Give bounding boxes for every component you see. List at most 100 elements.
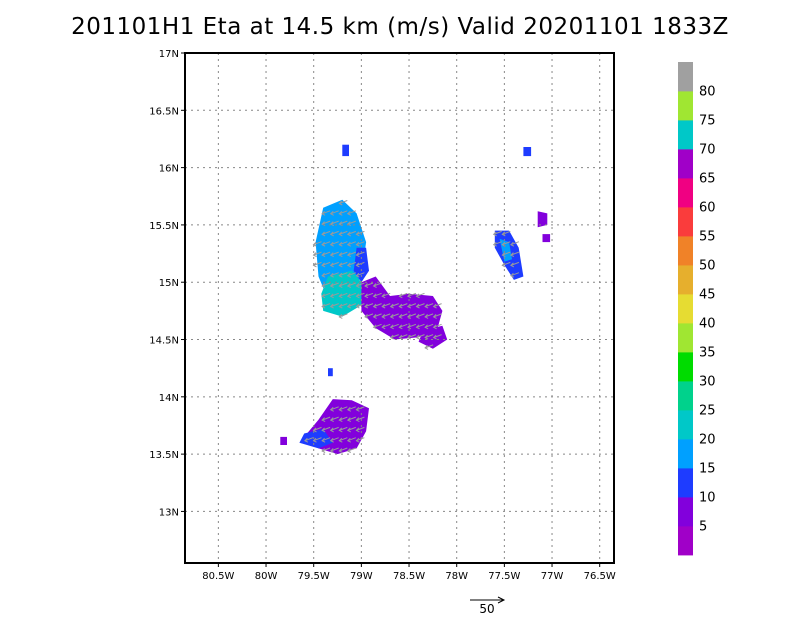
wind-vector-head	[381, 303, 386, 309]
wind-vectors	[304, 200, 520, 453]
wind-vector	[339, 313, 348, 318]
colorbar-swatch	[678, 178, 693, 208]
wind-vector-head	[432, 314, 437, 319]
wind-vector	[416, 313, 425, 318]
wind-vector	[356, 241, 365, 246]
wind-vector-head	[398, 334, 403, 340]
wind-vector-head	[329, 252, 334, 258]
wind-vector	[373, 323, 382, 328]
wind-vector	[356, 230, 365, 235]
wind-vector	[373, 313, 382, 318]
x-tick-label: 79.5W	[298, 571, 330, 582]
wind-vector-head	[321, 231, 326, 237]
colorbar-swatch	[678, 468, 693, 498]
colorbar-label: 5	[699, 520, 707, 535]
wind-vector-head	[321, 252, 326, 258]
wind-vector-head	[407, 314, 412, 319]
x-tick-label: 78.5W	[393, 571, 425, 582]
wind-vector	[347, 251, 356, 256]
wind-vector	[382, 292, 391, 297]
wind-vector-head	[321, 427, 326, 433]
wind-vector	[416, 323, 425, 328]
wind-vector	[416, 334, 425, 339]
wind-vector	[364, 303, 374, 308]
wind-vector-head	[329, 293, 334, 299]
wind-vector-head	[338, 314, 343, 319]
wind-vector	[424, 313, 434, 318]
wind-vector	[390, 303, 399, 308]
wind-vector	[364, 313, 374, 318]
wind-vector-head	[338, 406, 343, 412]
wind-vector-head	[329, 283, 334, 288]
colorbar-swatch	[678, 439, 693, 469]
wind-vector	[330, 210, 339, 215]
x-tick-label: 79W	[350, 571, 373, 582]
wind-vector-head	[346, 252, 352, 258]
wind-vector	[321, 272, 331, 277]
echo-north-speck	[342, 144, 349, 157]
wind-vector-head	[346, 283, 352, 288]
wind-vector	[321, 303, 331, 308]
wind-vector	[382, 313, 391, 318]
wind-vector-head	[338, 303, 343, 309]
echo-ne-speck	[523, 147, 532, 157]
wind-vector	[339, 251, 348, 256]
colorbar-swatch	[678, 381, 693, 411]
wind-vector-head	[407, 334, 412, 340]
wind-vector-head	[424, 324, 429, 330]
wind-vector-head	[329, 272, 334, 278]
colorbar-label: 15	[699, 462, 716, 477]
echo-mid-speck	[328, 368, 333, 377]
wind-vector-head	[398, 314, 403, 319]
wind-vector-head	[355, 262, 360, 268]
colorbar-label: 70	[699, 143, 716, 158]
wind-vector-head	[372, 314, 377, 319]
wind-vector-head	[338, 437, 343, 443]
wind-vector-head	[338, 262, 343, 268]
wind-vector	[347, 210, 356, 215]
wind-vector	[330, 241, 339, 246]
wind-vector	[433, 323, 442, 328]
wind-vector	[321, 426, 331, 431]
wind-vector-head	[338, 200, 343, 206]
colorbar-swatch	[678, 497, 693, 527]
wind-vector	[510, 261, 520, 266]
wind-vector	[321, 251, 331, 256]
wind-vector-head	[346, 210, 352, 216]
wind-vector	[424, 334, 434, 339]
wind-vector	[339, 426, 348, 431]
wind-vector-head	[407, 303, 412, 309]
wind-vector-head	[338, 417, 343, 423]
y-axis-ticks: 17N 16.5N 16N 15.5N 15N 14.5N 14N 13.5N 13N	[149, 49, 185, 518]
wind-vector-head	[329, 210, 334, 216]
wind-vector	[330, 251, 339, 256]
wind-vector-head	[346, 272, 352, 278]
echo-far-east-cell	[537, 211, 548, 228]
wind-vector	[330, 261, 339, 266]
y-tick-label: 16.5N	[149, 106, 179, 117]
wind-vector-head	[321, 417, 326, 423]
wind-vector	[510, 251, 520, 256]
wind-vector	[347, 292, 356, 297]
y-tick-label: 17N	[159, 49, 179, 60]
wind-vector	[339, 261, 348, 266]
wind-vector	[390, 323, 399, 328]
map-grid	[185, 52, 614, 563]
wind-vector-head	[329, 417, 334, 423]
colorbar-label: 55	[699, 230, 716, 245]
wind-vector-head	[492, 241, 497, 247]
colorbar-swatch	[678, 120, 693, 150]
wind-vector-head	[338, 293, 343, 299]
wind-vector-head	[415, 314, 420, 319]
wind-vector	[313, 261, 322, 266]
wind-vector-head	[329, 262, 334, 268]
wind-vector-head	[381, 324, 386, 330]
wind-vector	[356, 437, 365, 442]
wind-vector-head	[321, 437, 326, 443]
wind-vector	[356, 303, 365, 308]
wind-vector	[339, 230, 348, 235]
colorbar-swatch	[678, 323, 693, 353]
wind-vector	[339, 416, 348, 421]
colorbar-label: 20	[699, 433, 716, 448]
wind-vector-head	[312, 252, 317, 258]
